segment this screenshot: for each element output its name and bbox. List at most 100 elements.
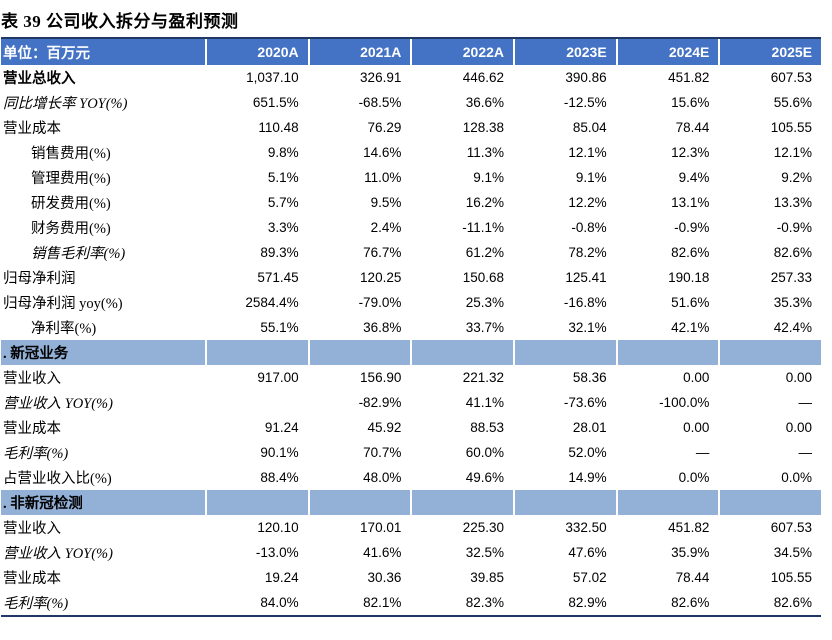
row-label: 营业成本 [3, 571, 61, 587]
cell-value: 14.9% [568, 470, 607, 485]
cell-value: 35.9% [671, 545, 710, 560]
column-header: 2022A [410, 39, 513, 65]
cell-value: 91.24 [264, 420, 299, 435]
cell-value: 390.86 [565, 70, 607, 85]
cell-value: 9.1% [575, 170, 607, 185]
table-row: 营业成本 91.24 45.92 88.53 28.01 0.00 0.00 [1, 415, 821, 440]
cell-value [513, 340, 616, 365]
row-label: 毛利率(%) [3, 446, 69, 462]
cell-value: 110.48 [258, 120, 299, 135]
column-header: 2023E [513, 39, 616, 65]
cell-value: 9.8% [267, 145, 299, 160]
cell-value: 61.2% [465, 245, 505, 260]
table-row: 营业收入 YOY(%) -13.0% 41.6% 32.5% 47.6% 35.9% 34.… [1, 540, 821, 565]
cell-value: 39.85 [470, 570, 505, 585]
table-row: 同比增长率 YOY(%) 651.5% -68.5% 36.6% -12.5% 15.6%… [1, 90, 821, 115]
row-label: 财务费用(%) [31, 221, 111, 237]
column-header: 2024E [615, 39, 719, 65]
cell-value: 70.7% [363, 445, 402, 460]
cell-value: 225.30 [462, 520, 505, 535]
cell-value: -68.5% [358, 95, 402, 110]
cell-value [513, 490, 616, 515]
cell-value: 14.6% [363, 145, 402, 160]
row-label: 营业收入 [3, 521, 61, 537]
cell-value [718, 340, 821, 365]
row-label: 占营业收入比(%) [3, 471, 112, 487]
cell-value: 12.2% [568, 195, 607, 210]
row-label: 归母净利润 yoy(%) [3, 296, 123, 312]
cell-value [718, 490, 821, 515]
table-row: 销售毛利率(%) 89.3% 76.7% 61.2% 78.2% 82.6% 82.6% [1, 240, 821, 265]
cell-value [615, 490, 719, 515]
cell-value: -79.0% [358, 295, 402, 310]
cell-value: 0.00 [785, 420, 813, 435]
cell-value: 0.00 [683, 370, 710, 385]
section-header-row: . 新冠业务 [1, 340, 821, 365]
cell-value: 15.6% [671, 95, 710, 110]
cell-value: 36.8% [363, 320, 402, 335]
cell-value [307, 340, 411, 365]
row-label: 营业成本 [3, 421, 61, 437]
cell-value: 85.04 [572, 120, 607, 135]
cell-value: 82.6% [773, 595, 813, 610]
cell-value: 82.1% [363, 595, 402, 610]
row-label: 同比增长率 YOY(%) [3, 96, 128, 112]
table-row: 营业成本 19.24 30.36 39.85 57.02 78.44 105.55 [1, 565, 821, 590]
table-body: 营业总收入 1,037.10 326.91 446.62 390.86 451.82 607… [1, 65, 821, 615]
cell-value: 57.02 [572, 570, 607, 585]
cell-value: 76.29 [367, 120, 402, 135]
cell-value: -11.1% [462, 220, 505, 235]
cell-value: 82.6% [671, 245, 710, 260]
cell-value: 19.24 [264, 570, 299, 585]
cell-value: 11.0% [364, 170, 402, 185]
cell-value: 55.1% [260, 320, 299, 335]
cell-value: -82.9% [358, 395, 402, 410]
row-label: 营业成本 [3, 121, 61, 137]
cell-value: 607.53 [770, 70, 813, 85]
cell-value: 607.53 [770, 520, 813, 535]
column-header: 2021A [307, 39, 411, 65]
table-row: 毛利率(%) 90.1% 70.7% 60.0% 52.0% — — [1, 440, 821, 465]
cell-value: 221.32 [462, 370, 505, 385]
cell-value: 48.0% [363, 470, 402, 485]
cell-value: 0.0% [781, 470, 813, 485]
row-label: 销售费用(%) [31, 146, 111, 162]
cell-value: 446.62 [462, 70, 505, 85]
row-label: . 新冠业务 [3, 346, 69, 362]
cell-value: 3.3% [267, 220, 299, 235]
cell-value [615, 340, 719, 365]
row-label: 归母净利润 [3, 271, 76, 287]
cell-value [205, 490, 308, 515]
cell-value: 76.7% [363, 245, 402, 260]
table-row: 营业收入 120.10 170.01 225.30 332.50 451.82 607.53 [1, 515, 821, 540]
table-row: 营业成本 110.48 76.29 128.38 85.04 78.44 105.55 [1, 115, 821, 140]
table-header-row: 单位：百万元 2020A 2021A 2022A 2023E 2024E 2025E [1, 39, 821, 65]
cell-value: 45.92 [367, 420, 402, 435]
table-row: 营业收入 YOY(%) -82.9% 41.1% -73.6% -100.0% — [1, 390, 821, 415]
cell-value: 917.00 [257, 370, 299, 385]
cell-value: 190.18 [668, 270, 710, 285]
cell-value: 82.3% [465, 595, 505, 610]
cell-value: -0.8% [571, 220, 607, 235]
table-row: 占营业收入比(%) 88.4% 48.0% 49.6% 14.9% 0.0% 0.0% [1, 465, 821, 490]
cell-value: 28.01 [572, 420, 607, 435]
cell-value: 0.00 [785, 370, 813, 385]
cell-value: 651.5% [252, 95, 299, 110]
table-row: 营业收入 917.00 156.90 221.32 58.36 0.00 0.00 [1, 365, 821, 390]
table-row: 管理费用(%) 5.1% 11.0% 9.1% 9.1% 9.4% 9.2% [1, 165, 821, 190]
column-header: 2025E [718, 39, 821, 65]
cell-value: 9.5% [370, 195, 402, 210]
cell-value: 82.9% [568, 595, 607, 610]
row-label: 营业总收入 [3, 71, 76, 87]
cell-value: 150.68 [462, 270, 505, 285]
table-row: 财务费用(%) 3.3% 2.4% -11.1% -0.8% -0.9% -0.9% [1, 215, 821, 240]
row-label: 毛利率(%) [3, 596, 69, 612]
cell-value: 88.4% [260, 470, 299, 485]
cell-value: — [798, 395, 813, 410]
cell-value: 9.2% [781, 170, 813, 185]
table-title: 表 39 公司收入拆分与盈利预测 [1, 12, 239, 31]
cell-value: 1,037.10 [246, 70, 299, 85]
table-row: 销售费用(%) 9.8% 14.6% 11.3% 12.1% 12.3% 12.1% [1, 140, 821, 165]
cell-value: 34.5% [773, 545, 813, 560]
cell-value: 33.7% [465, 320, 505, 335]
